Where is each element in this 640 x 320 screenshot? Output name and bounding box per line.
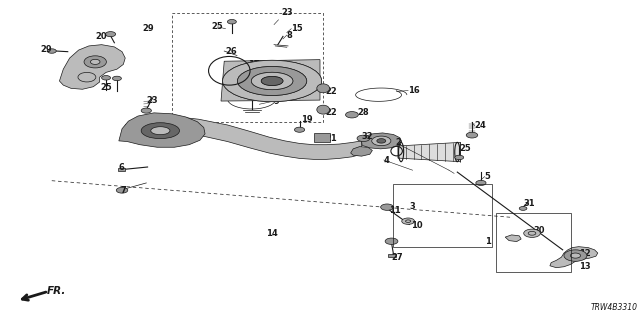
Text: 10: 10 <box>412 221 423 230</box>
Polygon shape <box>398 142 461 162</box>
Text: 13: 13 <box>579 262 590 271</box>
Text: 30: 30 <box>534 226 545 235</box>
Text: 19: 19 <box>301 115 312 124</box>
Polygon shape <box>550 247 598 268</box>
Ellipse shape <box>141 123 179 139</box>
Circle shape <box>294 127 305 132</box>
Polygon shape <box>505 235 521 242</box>
Text: 31: 31 <box>523 199 534 208</box>
Ellipse shape <box>252 72 293 90</box>
Text: 14: 14 <box>266 229 278 238</box>
Text: 17: 17 <box>248 60 260 69</box>
Bar <box>118 168 125 171</box>
Text: 2: 2 <box>396 138 401 147</box>
Polygon shape <box>221 60 320 101</box>
Circle shape <box>141 108 152 113</box>
Polygon shape <box>119 113 205 147</box>
Text: 24: 24 <box>474 121 486 130</box>
Text: 8: 8 <box>287 31 292 40</box>
Text: 29: 29 <box>40 44 52 54</box>
Circle shape <box>476 180 486 186</box>
Bar <box>495 213 571 272</box>
Text: 25: 25 <box>460 144 471 153</box>
Text: 22: 22 <box>325 108 337 117</box>
Bar <box>394 184 492 247</box>
Text: 28: 28 <box>357 108 369 117</box>
Circle shape <box>570 253 580 258</box>
Circle shape <box>47 49 56 53</box>
Text: 32: 32 <box>362 132 373 140</box>
Ellipse shape <box>261 76 283 85</box>
Circle shape <box>381 204 394 210</box>
Polygon shape <box>60 45 125 89</box>
Ellipse shape <box>223 60 321 102</box>
Ellipse shape <box>237 67 307 95</box>
Circle shape <box>385 238 398 244</box>
Text: 11: 11 <box>389 206 401 215</box>
Text: FR.: FR. <box>47 286 66 296</box>
Ellipse shape <box>84 56 106 68</box>
Circle shape <box>455 155 464 160</box>
Text: 16: 16 <box>408 86 420 95</box>
Circle shape <box>116 188 128 193</box>
Polygon shape <box>362 133 402 149</box>
Ellipse shape <box>317 105 330 114</box>
Circle shape <box>227 20 236 24</box>
Ellipse shape <box>402 218 415 224</box>
Ellipse shape <box>317 84 330 93</box>
Circle shape <box>372 136 391 146</box>
Bar <box>314 132 330 141</box>
Text: 25: 25 <box>100 83 113 92</box>
Ellipse shape <box>252 72 293 90</box>
Polygon shape <box>125 116 362 159</box>
Text: 15: 15 <box>291 24 303 33</box>
Circle shape <box>102 76 111 80</box>
Circle shape <box>346 112 358 118</box>
Text: 7: 7 <box>120 186 126 195</box>
Text: 27: 27 <box>392 253 403 262</box>
Ellipse shape <box>237 67 307 95</box>
Circle shape <box>519 206 527 210</box>
Text: 5: 5 <box>484 172 491 181</box>
Text: 29: 29 <box>143 24 154 33</box>
Text: 9: 9 <box>274 97 280 106</box>
Circle shape <box>357 135 370 141</box>
Circle shape <box>377 139 386 143</box>
Text: TRW4B3310: TRW4B3310 <box>591 303 638 312</box>
Circle shape <box>564 250 587 261</box>
Ellipse shape <box>261 76 283 85</box>
Circle shape <box>524 229 540 237</box>
Text: 1: 1 <box>485 237 491 246</box>
Text: 26: 26 <box>225 46 237 56</box>
Text: 23: 23 <box>282 8 293 17</box>
Bar <box>388 254 396 257</box>
Circle shape <box>106 32 116 37</box>
Ellipse shape <box>90 59 100 64</box>
Polygon shape <box>351 147 372 156</box>
Text: 22: 22 <box>325 87 337 96</box>
Text: 3: 3 <box>410 202 415 211</box>
Ellipse shape <box>223 60 321 102</box>
Text: 18: 18 <box>357 147 369 156</box>
Text: 23: 23 <box>147 96 158 105</box>
Circle shape <box>113 76 122 81</box>
Text: 4: 4 <box>384 156 390 164</box>
Text: 25: 25 <box>211 22 223 31</box>
Circle shape <box>467 132 477 138</box>
Ellipse shape <box>151 127 170 135</box>
Text: 12: 12 <box>579 250 590 259</box>
Text: 21: 21 <box>325 134 337 143</box>
Text: 20: 20 <box>95 32 107 41</box>
Text: 6: 6 <box>119 163 125 172</box>
